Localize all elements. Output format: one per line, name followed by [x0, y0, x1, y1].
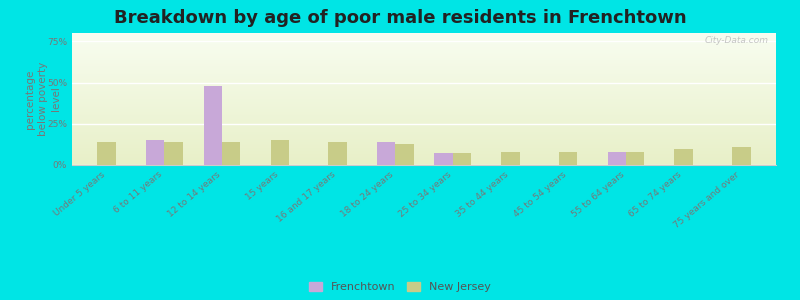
Bar: [395, 144, 414, 165]
Bar: [453, 153, 471, 165]
Text: City-Data.com: City-Data.com: [705, 36, 769, 45]
Bar: [732, 147, 750, 165]
Bar: [270, 140, 289, 165]
Bar: [502, 152, 520, 165]
Bar: [434, 153, 453, 165]
Legend: Frenchtown, New Jersey: Frenchtown, New Jersey: [306, 280, 494, 294]
Bar: [222, 142, 241, 165]
Bar: [164, 142, 182, 165]
Bar: [328, 142, 346, 165]
Bar: [559, 152, 578, 165]
Bar: [98, 142, 116, 165]
Bar: [146, 140, 164, 165]
Bar: [377, 142, 395, 165]
Bar: [674, 148, 693, 165]
Text: Breakdown by age of poor male residents in Frenchtown: Breakdown by age of poor male residents …: [114, 9, 686, 27]
Bar: [607, 152, 626, 165]
Bar: [203, 86, 222, 165]
Bar: [626, 152, 645, 165]
Y-axis label: percentage
below poverty
level: percentage below poverty level: [25, 62, 61, 136]
